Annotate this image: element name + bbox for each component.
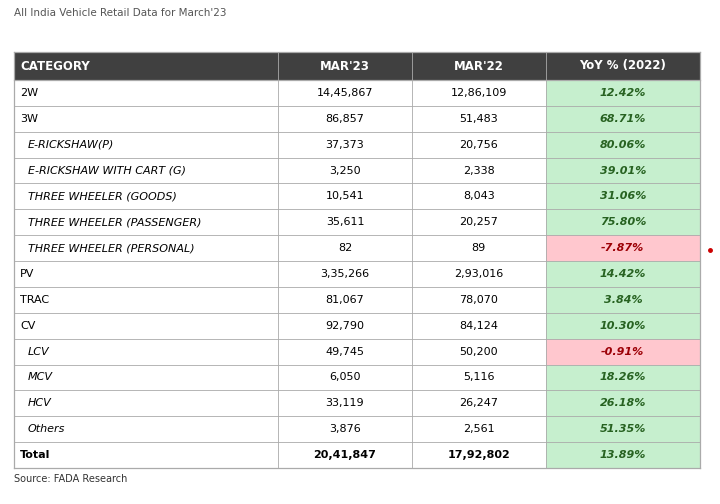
Text: 18.26%: 18.26%	[600, 372, 646, 383]
Text: 2,93,016: 2,93,016	[454, 269, 503, 279]
Text: YoY % (2022): YoY % (2022)	[580, 59, 666, 73]
Text: 3,876: 3,876	[329, 424, 361, 434]
Bar	[14, 80, 546, 106]
Bar	[14, 442, 546, 468]
Text: THREE WHEELER (GOODS): THREE WHEELER (GOODS)	[28, 192, 177, 202]
Text: -0.91%: -0.91%	[601, 347, 644, 357]
Bar	[546, 416, 700, 442]
Text: 10,541: 10,541	[325, 192, 364, 202]
Bar	[546, 339, 700, 364]
Text: 39.01%: 39.01%	[600, 165, 646, 175]
Text: 3,250: 3,250	[329, 165, 361, 175]
Bar	[14, 391, 546, 416]
Text: 26.18%: 26.18%	[600, 398, 646, 408]
Bar	[546, 442, 700, 468]
Bar	[14, 416, 546, 442]
Text: 92,790: 92,790	[325, 321, 364, 331]
Text: 75.80%: 75.80%	[600, 217, 646, 227]
Text: Source: FADA Research: Source: FADA Research	[14, 474, 127, 484]
Bar	[546, 313, 700, 339]
Text: 20,756: 20,756	[459, 140, 498, 150]
Bar	[546, 261, 700, 287]
Text: MAR'23: MAR'23	[320, 59, 370, 73]
Bar	[14, 235, 546, 261]
Bar	[14, 261, 546, 287]
Text: LCV: LCV	[28, 347, 50, 357]
Text: 13.89%: 13.89%	[600, 450, 646, 460]
Text: 86,857: 86,857	[325, 114, 364, 124]
Text: 2,561: 2,561	[463, 424, 495, 434]
Text: Total: Total	[20, 450, 50, 460]
Text: 50,200: 50,200	[459, 347, 498, 357]
Text: 12,86,109: 12,86,109	[451, 88, 507, 98]
Bar	[546, 287, 700, 313]
Text: 8,043: 8,043	[463, 192, 495, 202]
Text: 2,338: 2,338	[463, 165, 495, 175]
Text: 3W: 3W	[20, 114, 38, 124]
Bar	[546, 106, 700, 132]
Text: E-RICKSHAW(P): E-RICKSHAW(P)	[28, 140, 114, 150]
Text: CATEGORY: CATEGORY	[20, 59, 90, 73]
Bar	[14, 106, 546, 132]
Bar	[14, 364, 546, 391]
Text: 49,745: 49,745	[325, 347, 364, 357]
Bar	[14, 132, 546, 158]
Text: Others: Others	[28, 424, 66, 434]
Text: 51.35%: 51.35%	[600, 424, 646, 434]
Text: 33,119: 33,119	[325, 398, 364, 408]
Bar	[546, 183, 700, 209]
Bar	[14, 287, 546, 313]
Text: TRAC: TRAC	[20, 295, 49, 305]
Text: 80.06%: 80.06%	[600, 140, 646, 150]
Text: 5,116: 5,116	[463, 372, 495, 383]
Bar	[546, 80, 700, 106]
Text: THREE WHEELER (PASSENGER): THREE WHEELER (PASSENGER)	[28, 217, 202, 227]
Text: 31.06%: 31.06%	[600, 192, 646, 202]
Text: 84,124: 84,124	[459, 321, 498, 331]
Bar	[14, 158, 546, 183]
Text: PV: PV	[20, 269, 35, 279]
Text: 81,067: 81,067	[325, 295, 364, 305]
Text: 6,050: 6,050	[329, 372, 361, 383]
Bar	[546, 391, 700, 416]
Text: 2W: 2W	[20, 88, 38, 98]
Text: All India Vehicle Retail Data for March'23: All India Vehicle Retail Data for March'…	[14, 8, 227, 18]
Bar	[14, 52, 700, 80]
Text: 3,35,266: 3,35,266	[320, 269, 369, 279]
Text: 78,070: 78,070	[459, 295, 498, 305]
Text: 26,247: 26,247	[459, 398, 498, 408]
Text: 51,483: 51,483	[459, 114, 498, 124]
Text: -7.87%: -7.87%	[601, 243, 644, 253]
Bar	[14, 183, 546, 209]
Bar	[546, 209, 700, 235]
Text: 14,45,867: 14,45,867	[317, 88, 373, 98]
Bar	[546, 235, 700, 261]
Text: THREE WHEELER (PERSONAL): THREE WHEELER (PERSONAL)	[28, 243, 194, 253]
Text: 82: 82	[338, 243, 352, 253]
Text: 37,373: 37,373	[325, 140, 364, 150]
Text: 12.42%: 12.42%	[600, 88, 646, 98]
Text: 20,257: 20,257	[459, 217, 498, 227]
Bar	[14, 313, 546, 339]
Text: CV: CV	[20, 321, 35, 331]
Text: E-RICKSHAW WITH CART (G): E-RICKSHAW WITH CART (G)	[28, 165, 186, 175]
Bar	[546, 364, 700, 391]
Bar	[14, 209, 546, 235]
Bar	[14, 339, 546, 364]
Text: 20,41,847: 20,41,847	[313, 450, 377, 460]
Text: 17,92,802: 17,92,802	[447, 450, 510, 460]
Bar	[546, 158, 700, 183]
Text: HCV: HCV	[28, 398, 52, 408]
Text: MCV: MCV	[28, 372, 53, 383]
Text: 89: 89	[472, 243, 486, 253]
Text: 35,611: 35,611	[325, 217, 364, 227]
Bar	[546, 132, 700, 158]
Text: 3.84%: 3.84%	[603, 295, 642, 305]
Text: 68.71%: 68.71%	[600, 114, 646, 124]
Text: MAR'22: MAR'22	[454, 59, 504, 73]
Text: 10.30%: 10.30%	[600, 321, 646, 331]
Text: 14.42%: 14.42%	[600, 269, 646, 279]
